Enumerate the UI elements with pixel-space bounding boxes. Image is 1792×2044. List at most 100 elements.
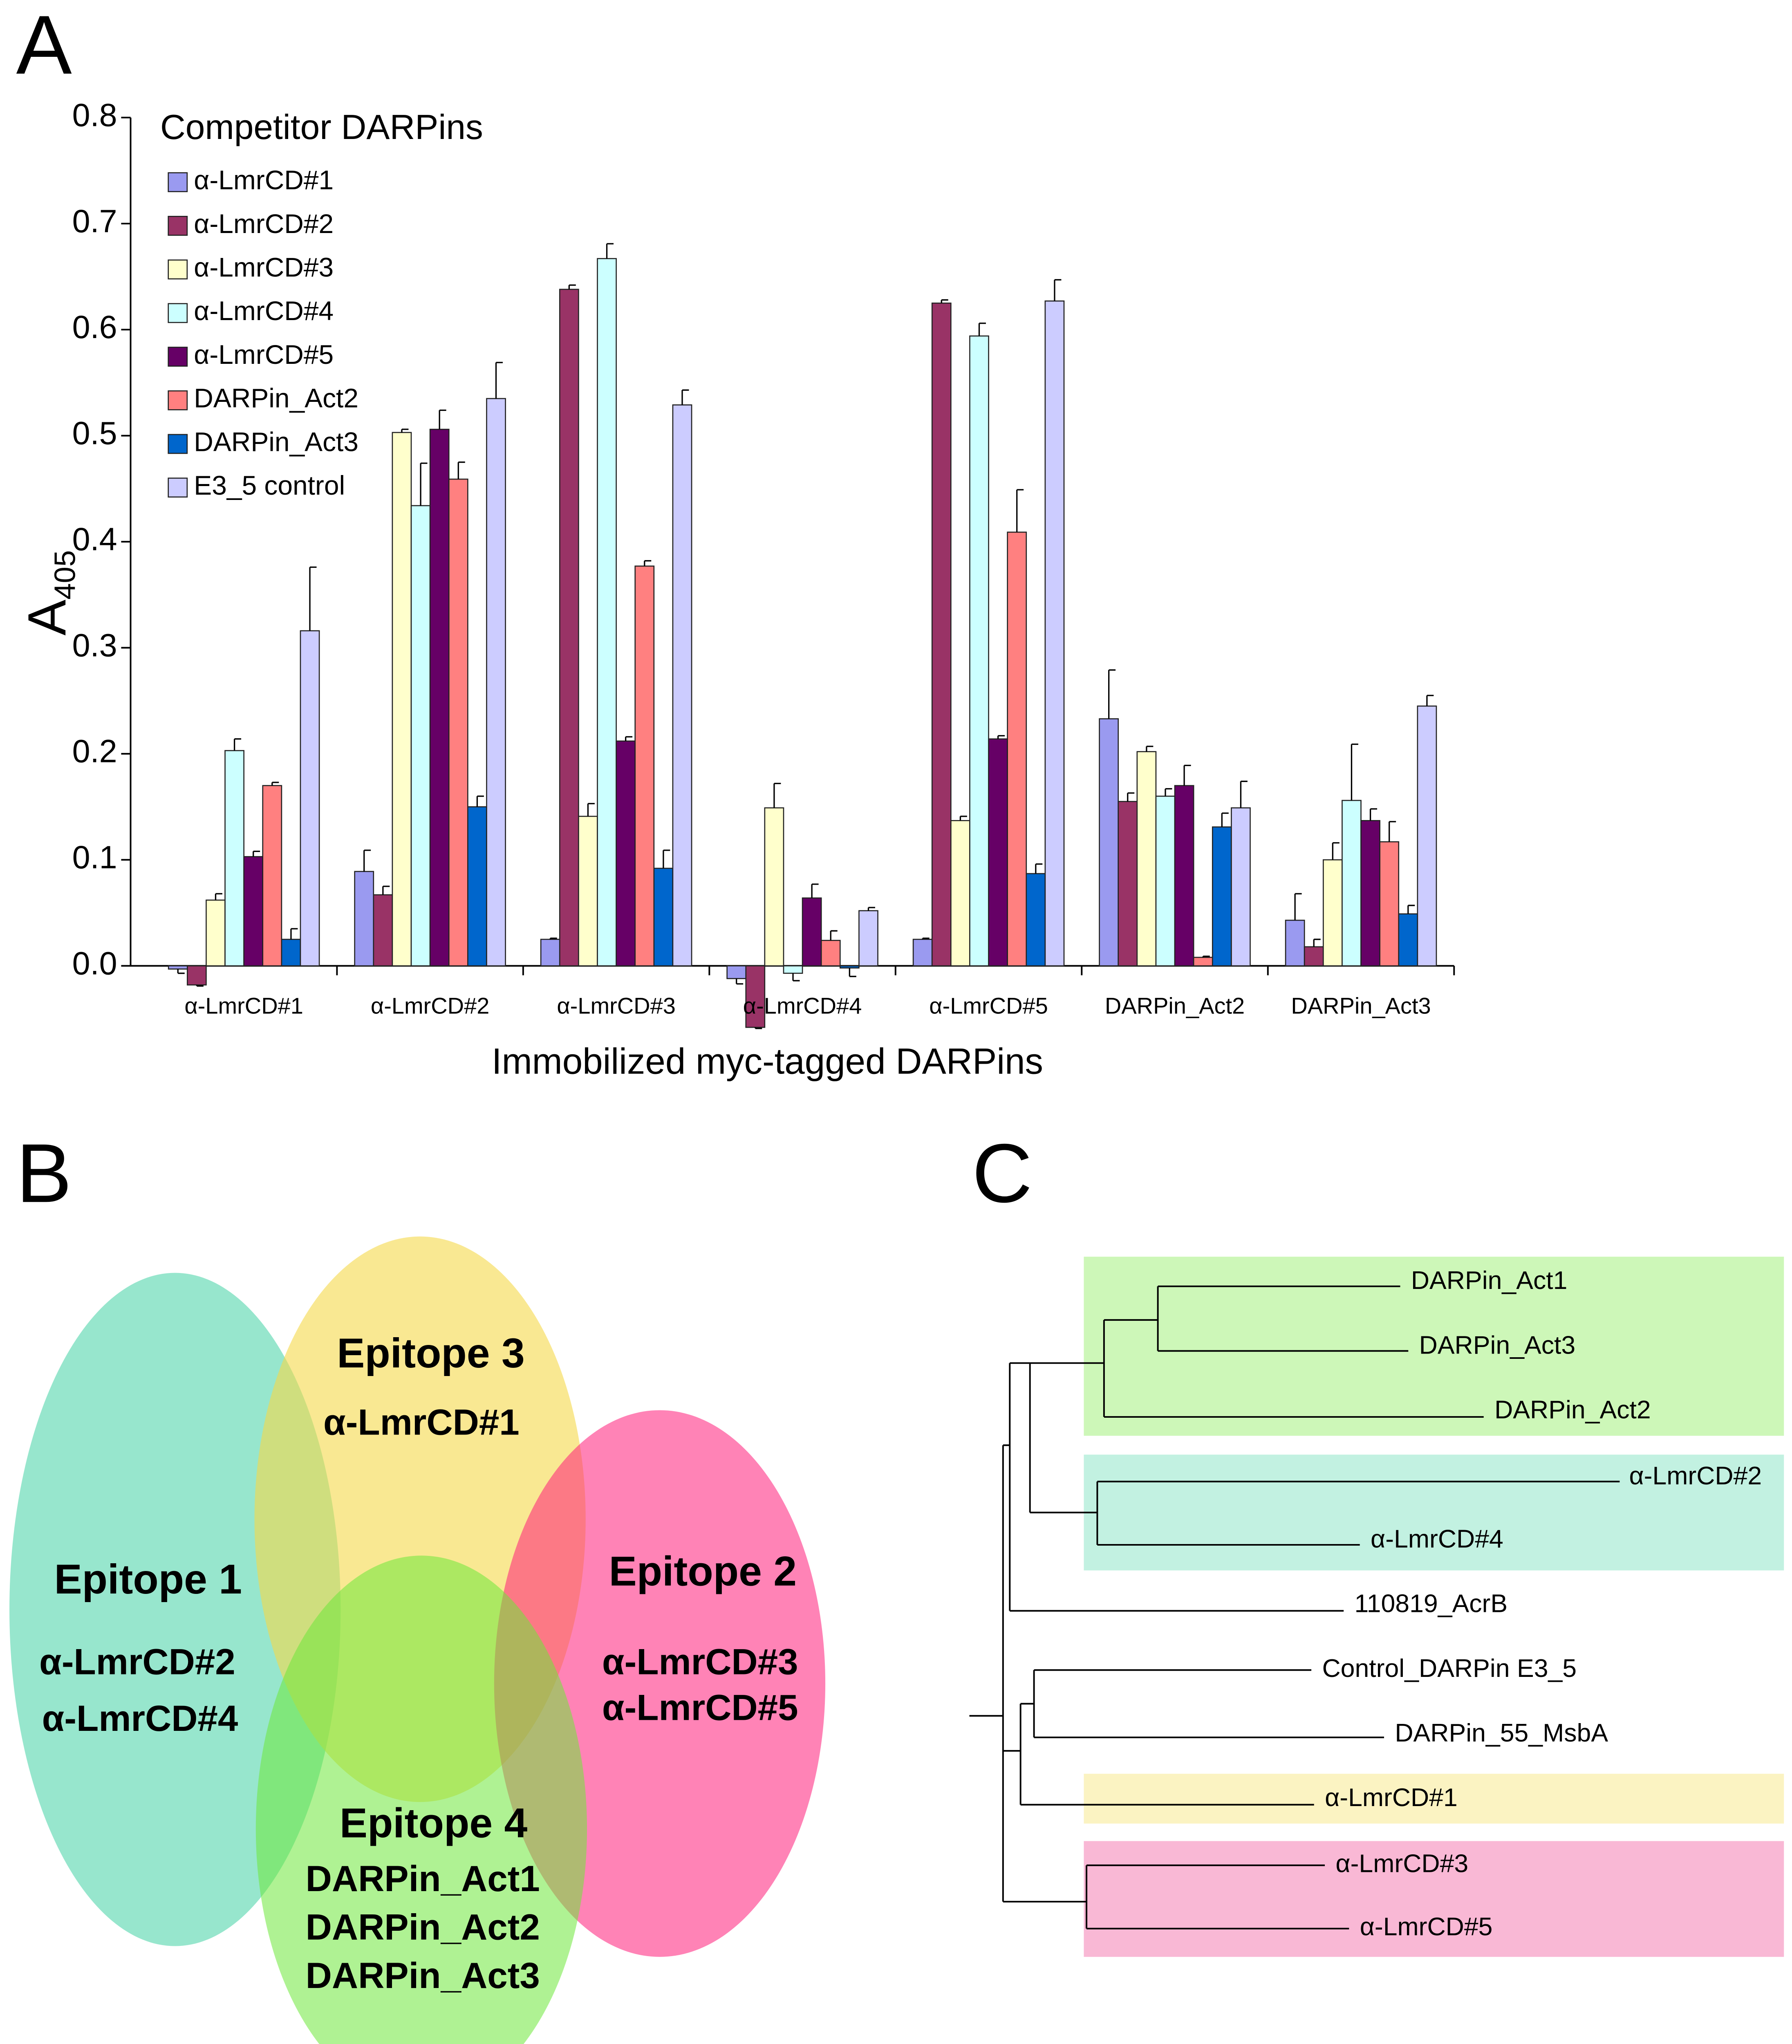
x-axis-label: Immobilized myc-tagged DARPins: [492, 1041, 1043, 1082]
bar: [243, 856, 264, 966]
legend-label: α-LmrCD#5: [194, 339, 334, 370]
error-bar: [1202, 955, 1210, 957]
dendrogram: C DARPin_Act1 DARPin_Act3 DARPin_Act2 α-…: [969, 1127, 1784, 1957]
error-bar: [177, 969, 185, 974]
error-bar: [253, 850, 260, 857]
bar: [281, 939, 301, 966]
y-tick-label: 0.1: [72, 839, 117, 875]
y-axis-label-sub: 405: [49, 550, 82, 600]
legend-swatch: [168, 303, 188, 323]
bar: [726, 965, 747, 979]
bar: [224, 750, 244, 966]
bar: [429, 428, 450, 966]
bar: [858, 910, 878, 966]
bar: [1193, 957, 1213, 966]
error-bar: [849, 968, 856, 977]
bar: [1026, 873, 1046, 966]
legend-swatch: [168, 259, 188, 280]
y-axis-label: A405: [17, 550, 82, 636]
error-bar: [830, 930, 838, 941]
legend-label: α-LmrCD#4: [194, 296, 334, 326]
leaf-label: α-LmrCD#4: [1371, 1525, 1503, 1553]
bar: [1322, 859, 1343, 966]
leaf-label: α-LmrCD#5: [1360, 1912, 1493, 1941]
error-bar: [1221, 812, 1229, 827]
legend-swatch: [168, 347, 188, 367]
y-tick-label: 0.5: [72, 415, 117, 451]
bar: [950, 820, 970, 966]
error-bar: [997, 735, 1005, 739]
bar: [1155, 796, 1176, 966]
error-bar: [215, 893, 222, 900]
bar: [783, 965, 803, 974]
panel-label: B: [16, 1127, 72, 1220]
error-bar: [1313, 939, 1321, 947]
bar: [448, 478, 468, 966]
error-bar: [644, 560, 652, 566]
error-bar: [309, 566, 317, 631]
error-bar: [420, 462, 428, 506]
bar: [1360, 820, 1380, 966]
epitope-title: Epitope 2: [609, 1548, 797, 1594]
epitope-4-ellipse: [255, 1555, 587, 2044]
epitope-title: Epitope 4: [340, 1800, 528, 1846]
leaf-label: α-LmrCD#1: [1325, 1783, 1458, 1812]
error-bar: [792, 973, 800, 982]
error-bar: [922, 937, 930, 939]
legend-swatch: [168, 477, 188, 498]
error-bar: [1426, 695, 1434, 706]
bar: [745, 965, 766, 1028]
y-axis-label-main: A: [17, 600, 77, 636]
leaf-label: 110819_AcrB: [1355, 1589, 1508, 1618]
bar: [206, 899, 226, 966]
error-bar: [1146, 746, 1154, 752]
epitope-member: α-LmrCD#3: [602, 1641, 798, 1682]
epitope-member: α-LmrCD#2: [39, 1641, 235, 1682]
bar: [1285, 919, 1305, 966]
error-bar: [1165, 788, 1172, 796]
error-bar: [1369, 808, 1378, 821]
bar: [559, 289, 579, 966]
bar: [300, 630, 320, 966]
error-bar: [625, 736, 633, 741]
bar: [1304, 946, 1324, 966]
leaf-label: α-LmrCD#3: [1335, 1849, 1468, 1878]
error-bar: [476, 795, 484, 807]
bar: [410, 505, 431, 966]
epitope-member: DARPin_Act2: [306, 1906, 540, 1947]
error-bar: [587, 803, 595, 816]
bar: [262, 785, 282, 966]
error-bar: [1035, 863, 1043, 874]
bar: [1212, 826, 1232, 966]
bar: [1231, 807, 1251, 966]
bar: [969, 335, 989, 966]
error-bar: [959, 816, 967, 821]
error-bar: [663, 849, 670, 869]
bar: [1342, 800, 1362, 966]
bar: [1174, 785, 1194, 966]
bar: [988, 738, 1008, 966]
legend-swatch: [168, 434, 188, 454]
clade-box: [1084, 1841, 1784, 1957]
error-bar: [1407, 905, 1415, 914]
legend-label: DARPin_Act3: [194, 426, 358, 457]
bar: [186, 965, 207, 986]
error-bar: [681, 389, 689, 405]
bar: [1044, 300, 1065, 966]
leaf-label: DARPin_55_MsbA: [1395, 1719, 1608, 1747]
legend-swatch: [168, 390, 188, 410]
bar: [1417, 705, 1437, 966]
bar: [486, 398, 506, 966]
error-bar: [978, 323, 986, 336]
bar: [597, 258, 617, 966]
leaf-label: α-LmrCD#2: [1629, 1461, 1762, 1490]
bar: [820, 940, 841, 966]
y-tick-label: 0.6: [72, 309, 117, 345]
x-tick-label: α-LmrCD#1: [184, 993, 303, 1019]
bar: [373, 894, 393, 966]
error-bar: [401, 428, 409, 433]
epitope-member: α-LmrCD#4: [42, 1698, 238, 1739]
error-bar: [1332, 842, 1340, 860]
error-bar: [568, 284, 576, 289]
